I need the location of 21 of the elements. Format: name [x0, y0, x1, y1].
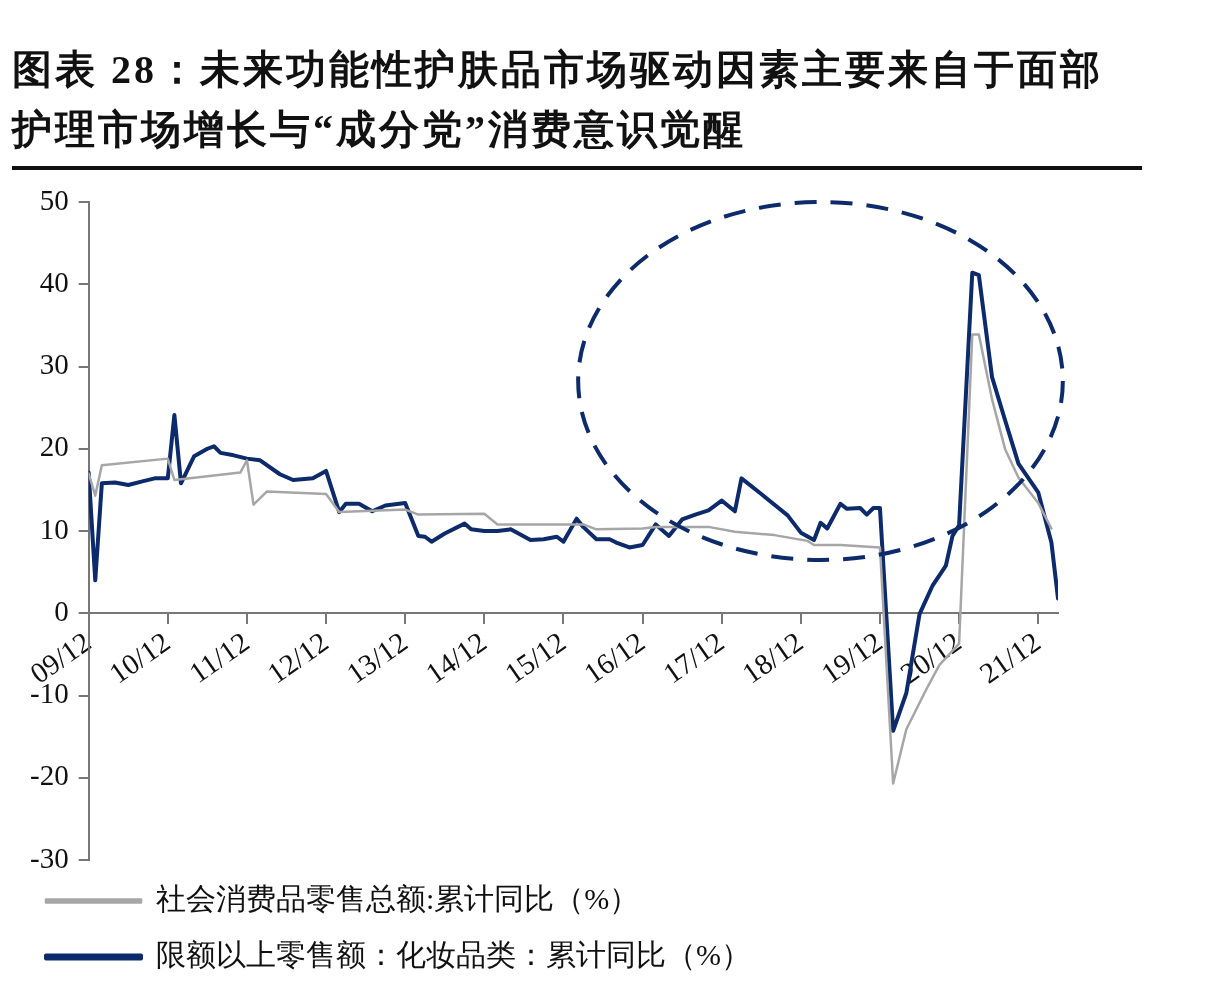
legend-label: 社会消费品零售总额:累计同比（%） — [156, 881, 640, 915]
x-tick-label: 12/12 — [261, 625, 334, 690]
y-tick-label: 50 — [39, 183, 69, 216]
x-tick-label: 16/12 — [577, 625, 651, 690]
y-tick-label: 20 — [39, 430, 69, 463]
x-tick-label: 17/12 — [657, 625, 730, 690]
x-tick-label: 10/12 — [103, 625, 176, 690]
legend-label: 限额以上零售额：化妆品类：累计同比（%） — [156, 937, 751, 971]
y-tick-label: 30 — [39, 348, 69, 381]
y-tick-label: 10 — [39, 512, 69, 545]
x-tick-label: 18/12 — [736, 625, 809, 690]
y-tick-label: -20 — [29, 759, 69, 792]
x-tick-label: 19/12 — [815, 625, 888, 690]
x-tick-label: 15/12 — [498, 625, 572, 690]
y-tick-label: 40 — [39, 265, 69, 298]
x-tick-label: 13/12 — [340, 625, 413, 690]
y-tick-label: 0 — [54, 594, 69, 627]
x-tick-label: 11/12 — [183, 625, 255, 689]
x-tick-label: 14/12 — [419, 625, 493, 690]
chart-title: 图表 28：未来功能性护肤品市场驱动因素主要来自于面部护理市场增长与“成分党”消费意识觉醒 — [12, 40, 1142, 170]
y-tick-label: -30 — [29, 841, 69, 874]
